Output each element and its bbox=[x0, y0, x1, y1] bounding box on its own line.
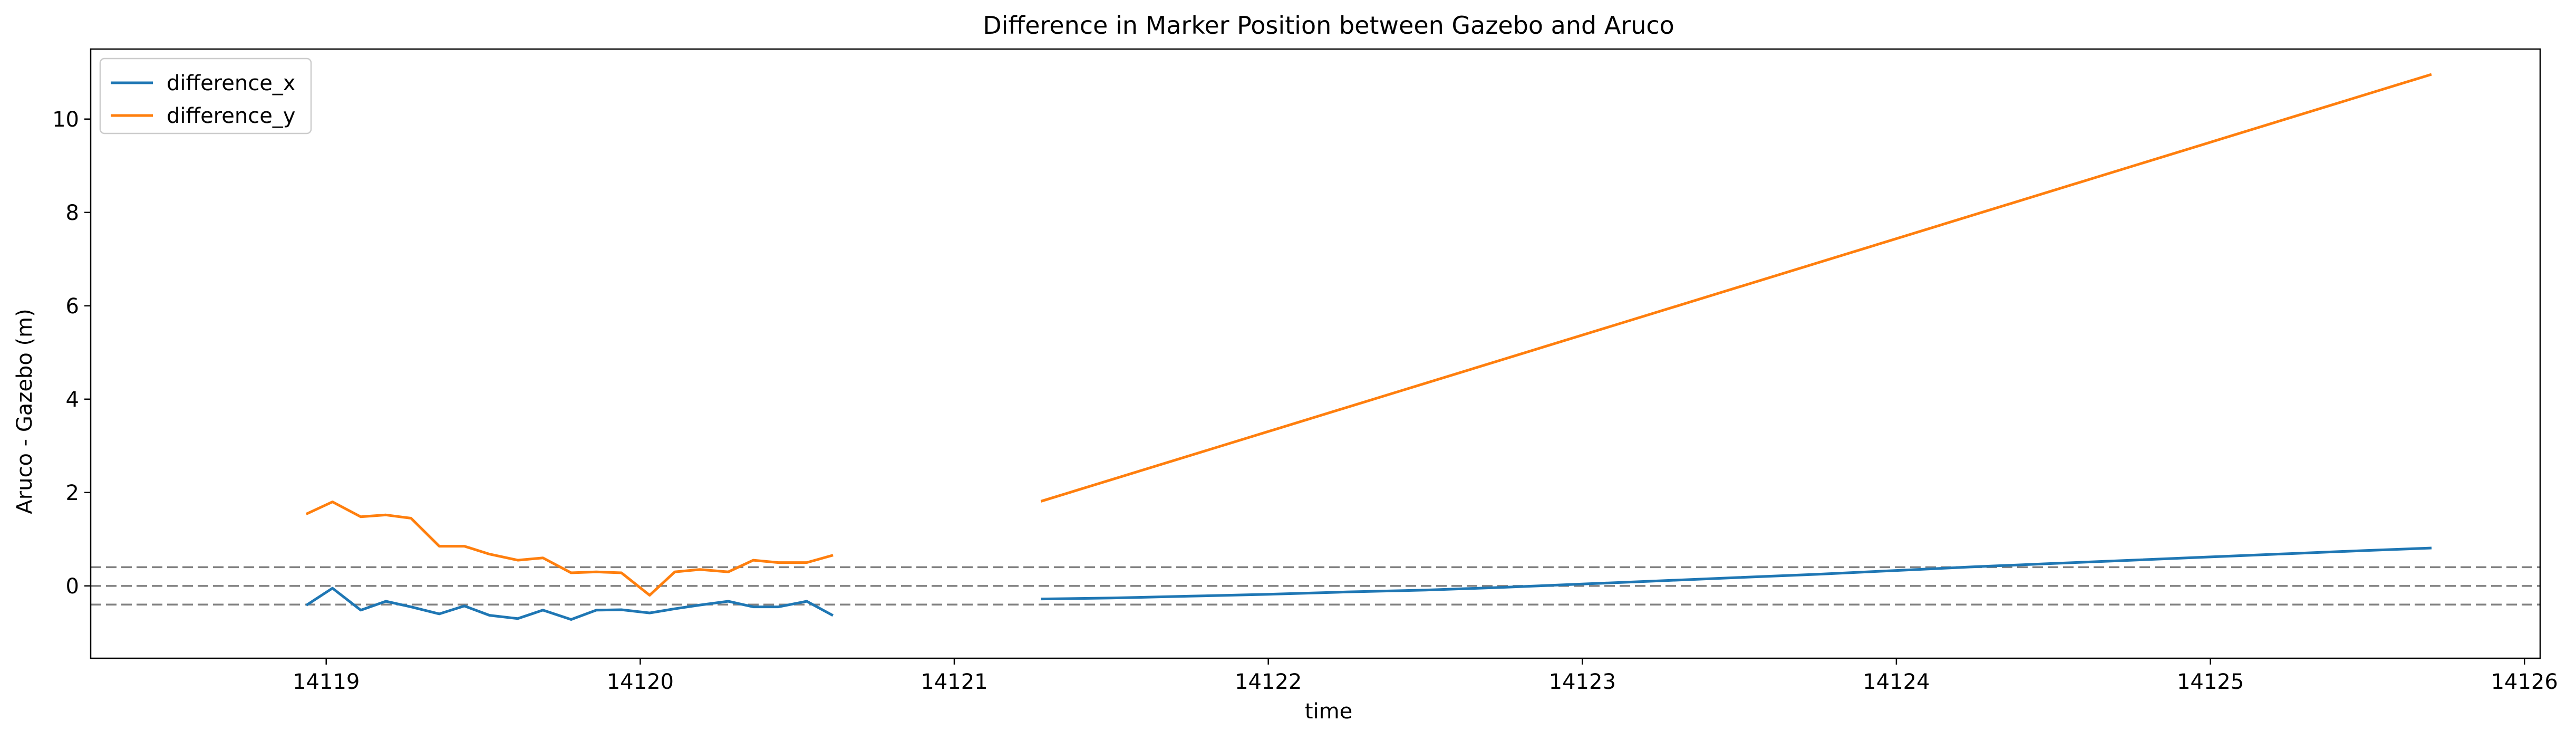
legend-label-difference_y: difference_y bbox=[167, 104, 295, 128]
series-line-difference_y bbox=[1040, 73, 2432, 503]
x-tick-label: 14124 bbox=[1863, 670, 1930, 694]
y-tick-label: 10 bbox=[52, 108, 79, 132]
y-axis-label: Aruco - Gazebo (m) bbox=[13, 309, 37, 514]
y-tick-label: 6 bbox=[66, 294, 79, 319]
chart-title: Difference in Marker Position between Ga… bbox=[983, 11, 1674, 40]
legend: difference_x difference_y bbox=[99, 57, 312, 134]
reference-lines bbox=[91, 566, 2540, 606]
y-tick-label: 4 bbox=[66, 388, 79, 412]
y-tick-label: 2 bbox=[66, 481, 79, 505]
x-tick-label: 14123 bbox=[1549, 670, 1616, 694]
series-line-difference_y bbox=[305, 501, 834, 597]
x-tick-label: 14126 bbox=[2491, 670, 2558, 694]
x-tick-label: 14120 bbox=[607, 670, 674, 694]
x-tick-label: 14122 bbox=[1235, 670, 1302, 694]
x-tick-label: 14125 bbox=[2177, 670, 2244, 694]
legend-label-difference_x: difference_x bbox=[167, 71, 295, 95]
y-tick-label: 0 bbox=[66, 574, 79, 599]
y-tick-label: 8 bbox=[66, 201, 79, 225]
plot-frame bbox=[90, 48, 2541, 659]
axes: 14119 14120 14121 14122 14123 14124 14125 14126… bbox=[52, 48, 2558, 694]
x-axis-label: time bbox=[1305, 699, 1352, 724]
x-tick-label: 14121 bbox=[921, 670, 987, 694]
x-tick-label: 14119 bbox=[293, 670, 360, 694]
series-line-difference_x bbox=[1041, 546, 2432, 601]
plot-lines bbox=[305, 73, 2432, 621]
series-line-difference_x bbox=[305, 587, 834, 621]
